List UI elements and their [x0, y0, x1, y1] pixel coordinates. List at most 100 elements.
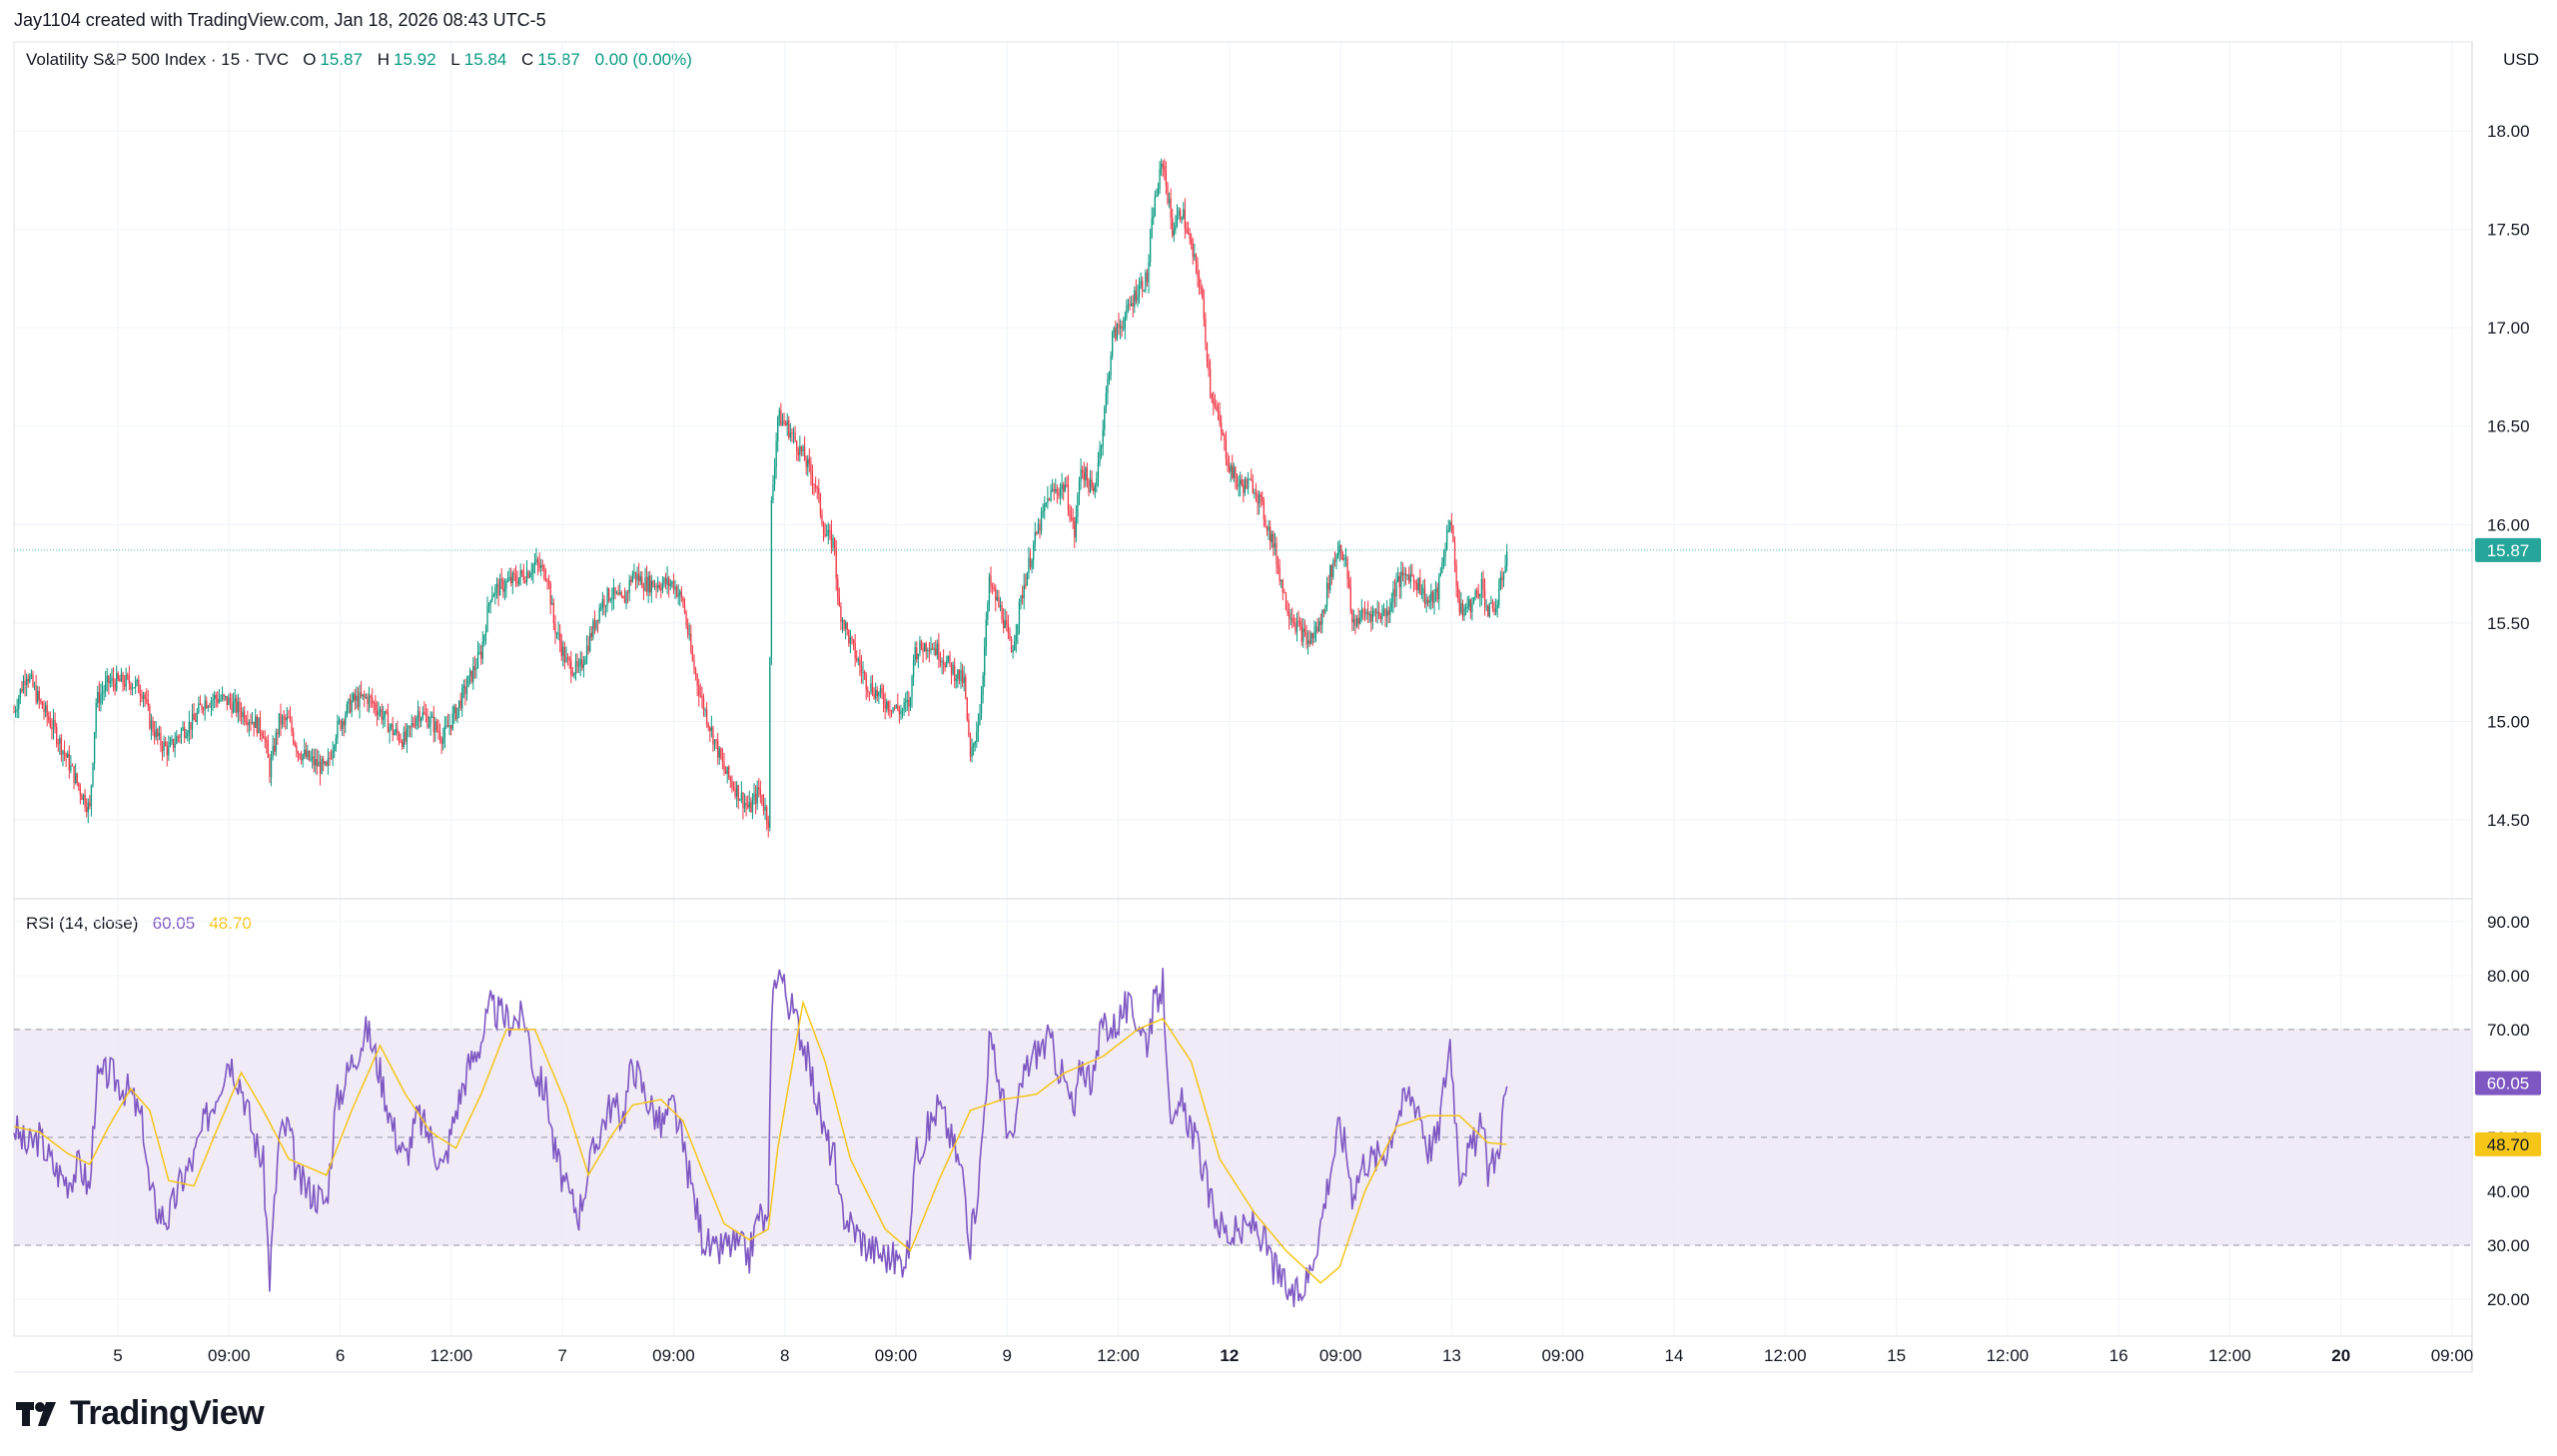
candle-body: [150, 720, 153, 729]
candle-body: [724, 770, 727, 774]
candle-body: [1235, 466, 1237, 478]
candle-body: [620, 592, 622, 596]
candle-body: [606, 588, 608, 606]
candle-body: [239, 701, 241, 712]
candle-body: [462, 685, 464, 689]
candle-body: [82, 794, 85, 801]
candle-body: [1348, 578, 1350, 587]
candle-body: [1140, 281, 1142, 287]
candle-body: [687, 625, 689, 635]
candle-body: [1040, 511, 1043, 531]
time-tick-label: 8: [780, 1346, 789, 1365]
candle-body: [709, 727, 711, 732]
candle-body: [475, 667, 477, 670]
candle-body: [1075, 516, 1077, 538]
candle-body: [1086, 467, 1089, 480]
candle-body: [1198, 277, 1201, 289]
candle-body: [968, 719, 970, 736]
candle-body: [522, 573, 524, 581]
candle-body: [767, 821, 769, 828]
candle-body: [547, 580, 550, 583]
candle-body: [1205, 319, 1207, 344]
candle-body: [685, 612, 687, 626]
candle-body: [92, 763, 94, 786]
candle-body: [754, 793, 757, 804]
tradingview-logo[interactable]: TradingView: [16, 1394, 265, 1433]
candle-body: [403, 731, 405, 747]
candle-body: [903, 702, 905, 710]
candle-body: [1287, 613, 1290, 619]
candle-body: [1471, 602, 1473, 612]
candle-body: [1089, 479, 1092, 493]
candle-body: [465, 686, 468, 694]
candle-body: [1037, 523, 1040, 534]
candle-body: [411, 723, 413, 727]
candle-body: [147, 699, 149, 707]
candle-body: [1088, 479, 1090, 493]
high-value: 15.92: [393, 50, 436, 69]
candle-body: [478, 651, 480, 653]
candle-body: [1341, 553, 1344, 560]
symbol-title[interactable]: Volatility S&P 500 Index · 15 · TVC: [26, 50, 290, 69]
candle-body: [803, 446, 806, 461]
candle-body: [720, 748, 722, 759]
candle-body: [1476, 590, 1478, 593]
candle-body: [630, 579, 632, 582]
candle-body: [734, 788, 736, 797]
candle-body: [1300, 624, 1302, 642]
candle-body: [682, 597, 684, 605]
candle-body: [562, 647, 564, 657]
candle-body: [232, 701, 235, 713]
candle-body: [334, 746, 336, 751]
candle-body: [1327, 582, 1329, 590]
candle-body: [596, 619, 599, 622]
candle-body: [392, 724, 394, 735]
candle-body: [1357, 618, 1359, 624]
candle-body: [642, 587, 645, 591]
candle-body: [508, 576, 510, 580]
candle-body: [1390, 602, 1392, 609]
candle-body: [1344, 557, 1347, 559]
candle-body: [267, 742, 270, 758]
candle-body: [860, 666, 863, 673]
candle-body: [207, 706, 209, 708]
time-axis[interactable]: 5 09:00 6 12:00 7 09:00 8 09:00 9 12:00 12 09:00 13 0…: [113, 1346, 2473, 1365]
candle-body: [1373, 610, 1375, 612]
candle-body: [365, 696, 367, 698]
candle-body: [467, 675, 469, 687]
currency-label[interactable]: USD: [2503, 50, 2539, 69]
candle-body: [1286, 609, 1288, 614]
candle-body: [1179, 210, 1182, 220]
candle-body: [503, 588, 506, 592]
candle-body: [1352, 618, 1355, 623]
candle-body: [922, 648, 924, 652]
candle-body: [370, 695, 372, 698]
symbol-legend[interactable]: Volatility S&P 500 Index · 15 · TVC O 15.…: [26, 50, 692, 70]
candle-body: [384, 711, 386, 717]
price-axis[interactable]: 18.00 17.50 17.00 16.50 16.00 15.50 15.00 14.50: [2487, 122, 2530, 830]
candle-body: [1014, 640, 1016, 651]
rsi-ma-value: 48.70: [209, 914, 252, 933]
candle-body: [612, 587, 615, 599]
price-candles: [13, 158, 2472, 838]
candle-body: [258, 717, 260, 734]
candle-body: [1018, 601, 1021, 624]
time-tick-label: 16: [2110, 1346, 2129, 1365]
rsi-legend[interactable]: RSI (14, close) 60.05 48.70: [26, 914, 252, 934]
candle-body: [604, 605, 607, 607]
candle-body: [950, 662, 953, 675]
candle-body: [538, 563, 540, 568]
time-tick-label: 12:00: [1097, 1346, 1140, 1365]
candle-body: [483, 635, 485, 642]
candle-body: [603, 598, 605, 607]
candle-body: [1211, 392, 1213, 398]
rsi-title[interactable]: RSI (14, close): [26, 914, 139, 933]
candle-body: [56, 726, 58, 744]
candle-body: [397, 728, 399, 735]
candle-body: [1455, 564, 1457, 587]
candle-body: [180, 729, 183, 738]
candle-body: [638, 573, 640, 581]
candle-body: [176, 736, 178, 744]
